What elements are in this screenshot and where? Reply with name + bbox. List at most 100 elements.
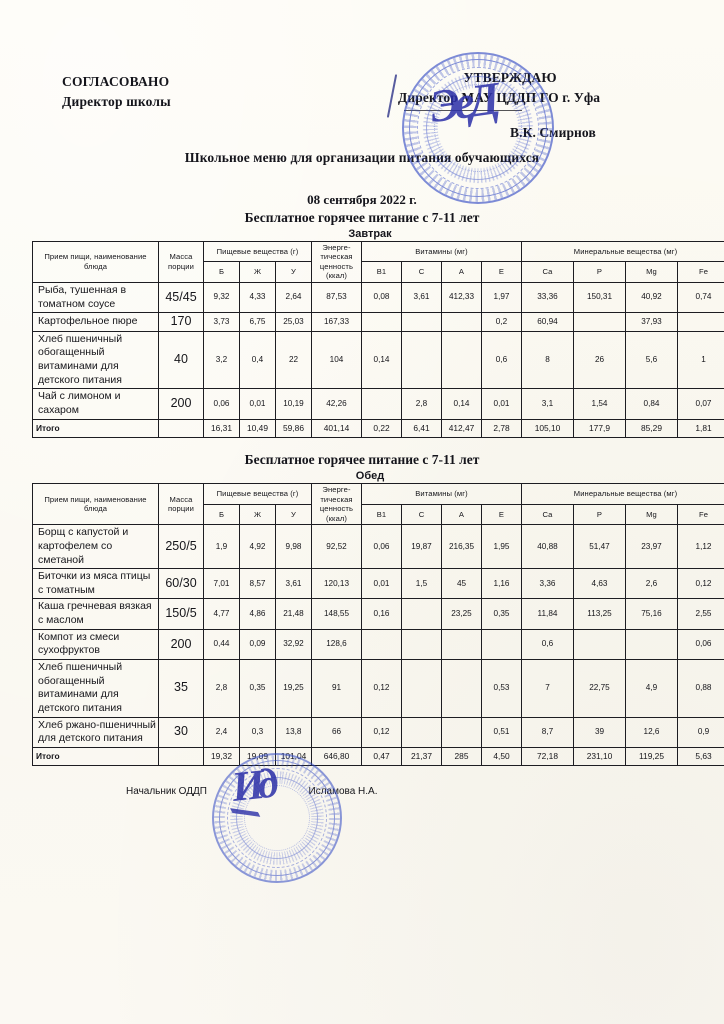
cell-total-c: 6,41 [401, 418, 442, 439]
approval-block-left: СОГЛАСОВАНО Директор школы [62, 72, 171, 111]
cell-ca: 60,94 [521, 312, 574, 332]
cell-mass: 60/30 [158, 568, 204, 600]
approval-block-right: УТВЕРЖДАЮ Директор МАУ ЦДДП ГО г. Уфа В.… [398, 68, 600, 143]
cell-total-b: 19,32 [203, 746, 240, 767]
cell-b: 7,01 [203, 568, 240, 600]
cell-mass: 45/45 [158, 281, 204, 314]
table-row: Чай с лимоном и сахаром 200 0,06 0,01 10,19 4… [32, 388, 724, 420]
cell-b: 1,9 [203, 524, 240, 570]
meal-label-lunch: Обед [355, 470, 385, 483]
col-header-mass: Масса порции [158, 483, 204, 526]
cell-mg: 4,9 [625, 659, 678, 718]
cell-p: 26 [573, 330, 626, 390]
cell-mg: 75,16 [625, 598, 678, 630]
table-header-row-1: Прием пищи, наименование блюда Масса пор… [32, 483, 724, 526]
cell-b: 4,77 [203, 598, 240, 630]
cell-total-u: 59,86 [275, 418, 312, 439]
cell-a: 45 [441, 568, 482, 600]
approval-left-line1: СОГЛАСОВАНО [62, 74, 170, 89]
cell-mass: 30 [158, 716, 204, 748]
cell-mass: 35 [158, 659, 204, 718]
col-header-nutrients: Пищевые вещества (г) [203, 483, 312, 505]
col-header-vitamin-b1: В1 [361, 261, 402, 283]
cell-u: 10,19 [275, 388, 312, 420]
energy-label: Энерге-тическая ценность [319, 485, 354, 514]
cell-total-kcal: 646,80 [311, 746, 362, 767]
cell-p: 22,75 [573, 659, 626, 718]
footer-signature-block: Начальник ОДДП Исламова Н.А. [0, 786, 724, 797]
cell-kcal: 42,26 [311, 388, 362, 420]
cell-p: 39 [573, 716, 626, 748]
table-header-row-2: Б Ж У В1 С А Е Ca P Mg Fe [33, 261, 724, 283]
cell-fe: 0,74 [676, 281, 724, 314]
cell-e [481, 628, 522, 661]
cell-u: 21,48 [275, 598, 312, 630]
cell-dish-name: Компот из смеси сухофруктов [32, 628, 159, 661]
cell-b: 9,32 [203, 281, 240, 314]
footer-name: Исламова Н.А. [308, 786, 378, 798]
cell-dish-name: Хлеб ржано-пшеничный для детского питани… [32, 716, 159, 748]
cell-b1: 0,12 [361, 659, 402, 718]
cell-zh: 0,01 [239, 388, 276, 420]
table-row: Биточки из мяса птицы с томатным 60/30 7,0… [32, 568, 724, 600]
cell-a: 23,25 [441, 598, 482, 630]
cell-ca: 11,84 [521, 598, 574, 630]
cell-fe: 0,06 [676, 628, 724, 661]
cell-mass: 250/5 [158, 524, 204, 570]
cell-dish-name: Каша гречневая вязкая с маслом [32, 598, 159, 630]
breakfast-table-wrapper: Прием пищи, наименование блюда Масса пор… [32, 240, 724, 439]
section-heading-breakfast: Бесплатное горячее питание с 7-11 лет [244, 210, 480, 225]
cell-mg: 12,6 [625, 716, 678, 748]
footer-position: Начальник ОДДП [126, 786, 207, 798]
table-row: Каша гречневая вязкая с маслом 150/5 4,77 4… [32, 598, 724, 630]
col-header-energy: Энерге-тическая ценность (ккал) [311, 483, 362, 526]
cell-mass: 170 [158, 312, 204, 332]
col-header-mineral-fe: Fe [676, 503, 724, 526]
cell-u: 2,64 [275, 281, 312, 314]
col-header-mineral-p: P [573, 261, 626, 283]
col-header-u: У [275, 503, 312, 526]
cell-mg: 40,92 [625, 281, 678, 314]
col-header-mineral-mg: Mg [625, 261, 678, 283]
cell-zh: 4,33 [239, 281, 276, 314]
cell-total-label: Итого [32, 418, 159, 439]
cell-u: 32,92 [275, 628, 312, 661]
energy-unit: (ккал) [325, 513, 348, 523]
col-header-mineral-ca: Ca [521, 503, 574, 526]
col-header-zh: Ж [239, 503, 276, 526]
cell-e: 0,53 [481, 659, 522, 718]
cell-c [401, 659, 442, 718]
cell-c: 1,5 [401, 568, 442, 600]
cell-total-b1: 0,47 [361, 746, 402, 767]
cell-p: 113,25 [573, 598, 626, 630]
cell-total-b: 16,31 [203, 418, 240, 439]
approval-right-line1: УТВЕРЖДАЮ [463, 70, 557, 85]
col-header-vitamins: Витамины (мг) [361, 483, 522, 505]
cell-b1: 0,06 [361, 524, 402, 570]
cell-u: 22 [275, 330, 312, 390]
cell-total-ca: 72,18 [521, 746, 574, 767]
cell-total-a: 412,47 [441, 418, 482, 439]
cell-b1: 0,12 [361, 716, 402, 748]
cell-u: 9,98 [275, 524, 312, 570]
table-row: Рыба, тушенная в томатном соусе 45/45 9,32… [32, 281, 724, 314]
cell-ca: 0,6 [521, 628, 574, 661]
cell-total-mg: 119,25 [625, 746, 678, 767]
cell-b: 3,73 [203, 312, 240, 332]
cell-mass: 200 [158, 388, 204, 420]
col-header-vitamin-c: С [401, 261, 442, 283]
cell-total-label: Итого [32, 746, 159, 767]
col-header-minerals: Минеральные вещества (мг) [520, 240, 724, 263]
cell-b: 2,8 [203, 659, 240, 718]
cell-u: 25,03 [275, 312, 312, 332]
energy-unit: (ккал) [325, 271, 348, 281]
cell-c [401, 312, 442, 332]
cell-u: 3,61 [275, 568, 312, 600]
cell-ca: 8,7 [521, 716, 574, 748]
breakfast-table: Прием пищи, наименование блюда Масса пор… [32, 240, 724, 439]
cell-b: 2,4 [203, 716, 240, 748]
col-header-u: У [275, 261, 312, 283]
cell-kcal: 92,52 [311, 524, 362, 570]
cell-kcal: 120,13 [311, 568, 362, 600]
cell-mg: 23,97 [625, 524, 678, 570]
